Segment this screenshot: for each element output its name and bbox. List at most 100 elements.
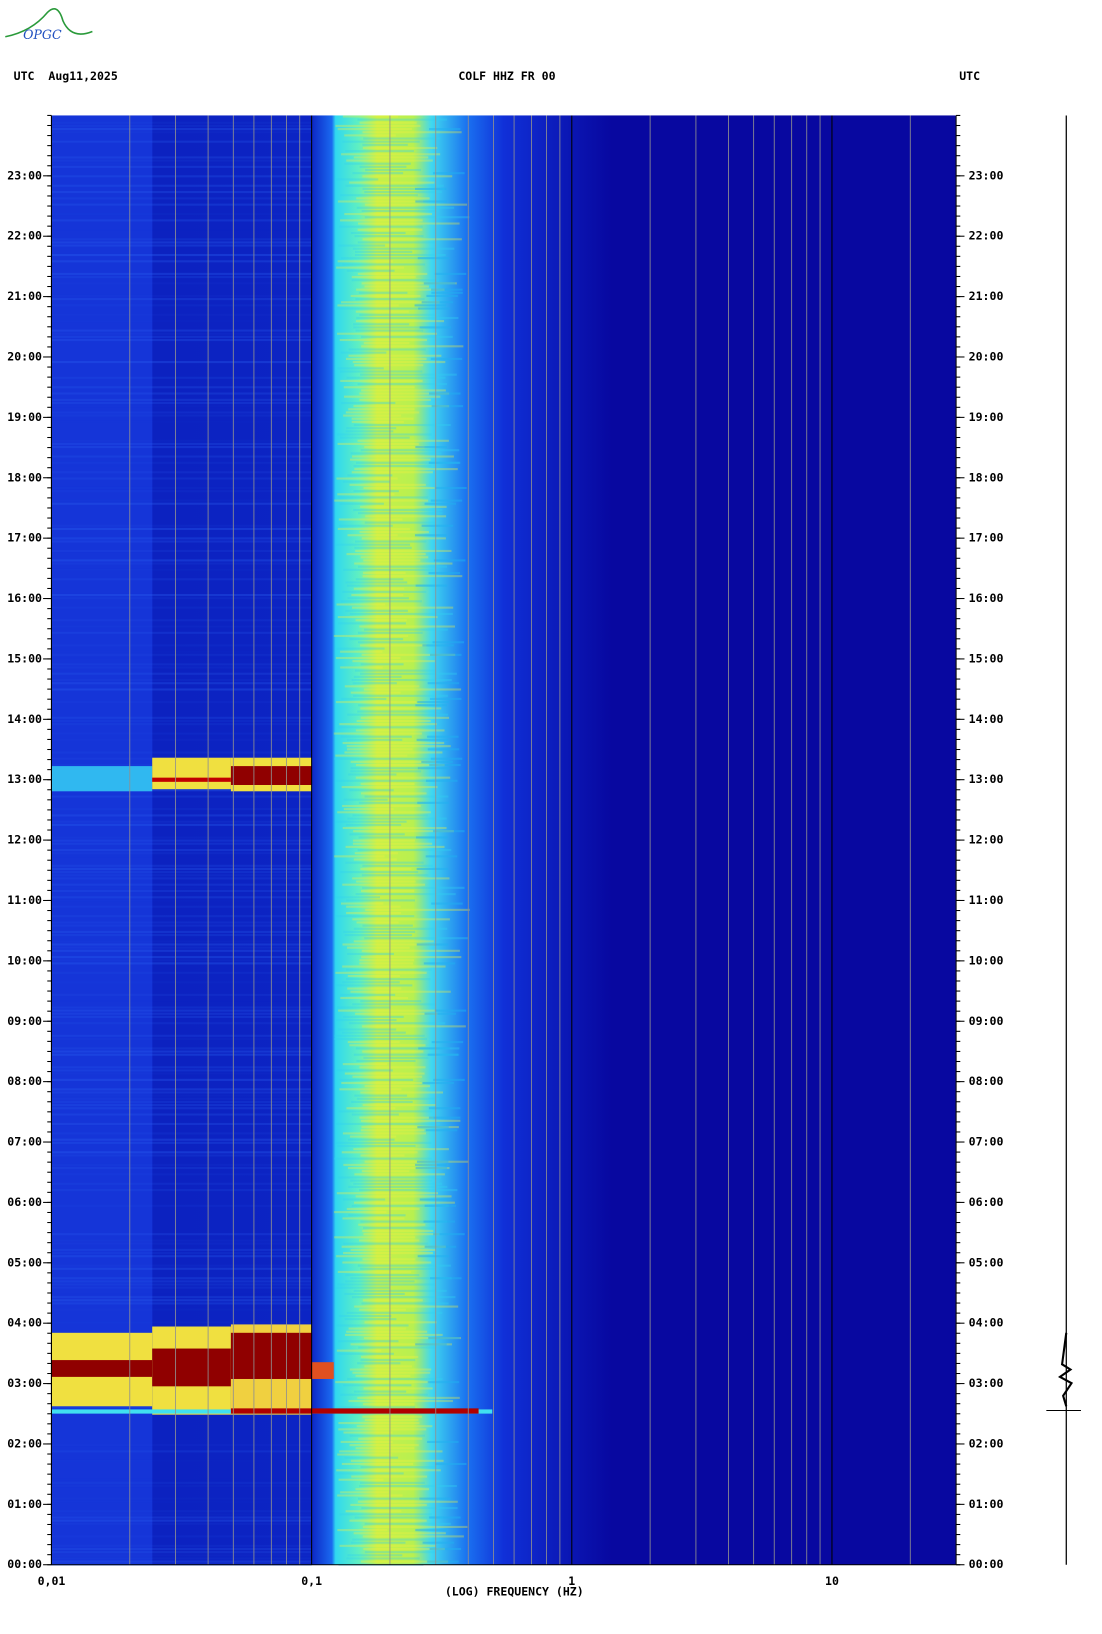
y-tick-label: 15:00 (7, 651, 42, 665)
texture-stripe (336, 266, 405, 269)
texture-stripe (51, 418, 311, 420)
texture-stripe (340, 902, 384, 905)
texture-stripe (346, 968, 432, 971)
texture-stripe (51, 559, 312, 562)
texture-stripe (430, 357, 463, 360)
texture-stripe (354, 852, 398, 855)
texture-stripe (51, 657, 311, 659)
texture-stripe (341, 1081, 422, 1085)
texture-stripe (349, 1368, 432, 1371)
texture-stripe (351, 1204, 449, 1207)
texture-stripe (429, 392, 461, 395)
texture-stripe (337, 1270, 412, 1273)
texture-stripe (345, 1510, 402, 1513)
texture-stripe (354, 1516, 444, 1519)
texture-stripe (51, 1182, 312, 1185)
texture-stripe (51, 663, 312, 666)
texture-stripe (51, 1113, 312, 1116)
texture-stripe (51, 499, 312, 502)
texture-stripe (354, 546, 412, 549)
texture-stripe (335, 1381, 430, 1384)
texture-stripe (51, 867, 312, 870)
texture-stripe (339, 502, 384, 505)
texture-stripe (51, 1091, 312, 1094)
texture-stripe (342, 804, 421, 808)
texture-stripe (351, 678, 452, 682)
texture-stripe (354, 562, 453, 565)
texture-stripe (364, 1160, 469, 1163)
texture-stripe (51, 962, 312, 965)
texture-stripe (337, 493, 395, 496)
texture-stripe (431, 902, 463, 905)
texture-stripe (336, 1406, 416, 1409)
texture-stripe (349, 789, 394, 792)
texture-stripe (358, 222, 460, 225)
texture-stripe (51, 1053, 312, 1056)
texture-stripe (350, 990, 451, 993)
texture-stripe (344, 1333, 443, 1336)
texture-stripe (353, 508, 443, 512)
texture-stripe (51, 943, 312, 946)
texture-stripe (338, 1110, 433, 1113)
texture-stripe (356, 921, 399, 924)
texture-stripe (51, 1078, 312, 1081)
texture-stripe (51, 1189, 312, 1192)
texture-stripe (337, 1144, 416, 1148)
texture-stripe (344, 1072, 425, 1075)
texture-stripe (362, 143, 408, 146)
y-tick-label: 04:00 (969, 1316, 1004, 1330)
event-halo (311, 1362, 334, 1379)
texture-stripe (357, 1500, 458, 1503)
texture-stripe (51, 442, 312, 445)
texture-stripe (51, 619, 312, 622)
texture-stripe (357, 1264, 451, 1267)
texture-stripe (353, 1532, 446, 1535)
texture-stripe (335, 896, 380, 899)
texture-stripe (51, 1072, 312, 1075)
texture-stripe (51, 1286, 312, 1289)
texture-stripe (343, 930, 416, 933)
texture-stripe (350, 1541, 406, 1544)
texture-stripe (347, 1554, 403, 1557)
texture-stripe (345, 581, 408, 584)
texture-stripe (51, 1554, 312, 1557)
texture-stripe (355, 461, 460, 464)
texture-stripe (355, 310, 409, 313)
texture-stripe (51, 421, 311, 423)
texture-stripe (51, 732, 312, 735)
texture-stripe (357, 383, 447, 386)
texture-stripe (353, 694, 448, 697)
texture-stripe (51, 1450, 312, 1453)
texture-stripe (341, 697, 387, 700)
texture-stripe (51, 1544, 312, 1547)
texture-stripe (51, 1501, 311, 1503)
texture-stripe (51, 578, 312, 581)
texture-stripe (341, 257, 434, 260)
texture-stripe (354, 1305, 459, 1308)
texture-stripe (419, 1497, 451, 1500)
texture-stripe (360, 373, 457, 376)
texture-stripe (51, 934, 312, 937)
texture-stripe (51, 461, 312, 464)
y-tick-label: 12:00 (7, 833, 42, 847)
y-tick-label: 09:00 (7, 1014, 42, 1028)
texture-stripe (428, 571, 461, 575)
texture-stripe (345, 978, 431, 981)
x-tick-label: 0,01 (38, 1574, 66, 1588)
texture-stripe (421, 524, 454, 527)
texture-stripe (354, 1201, 455, 1204)
texture-stripe (350, 1343, 452, 1346)
texture-stripe (361, 1507, 458, 1510)
texture-stripe (337, 616, 438, 619)
texture-stripe (342, 1261, 432, 1264)
texture-stripe (355, 320, 445, 323)
texture-stripe (340, 1491, 389, 1494)
texture-stripe (51, 1132, 312, 1135)
y-tick-label: 07:00 (7, 1135, 42, 1149)
y-tick-label: 01:00 (7, 1497, 42, 1511)
texture-stripe (51, 1000, 311, 1002)
texture-stripe (432, 641, 465, 644)
texture-stripe (356, 764, 445, 767)
texture-stripe (355, 578, 404, 581)
texture-stripe (348, 1214, 406, 1217)
